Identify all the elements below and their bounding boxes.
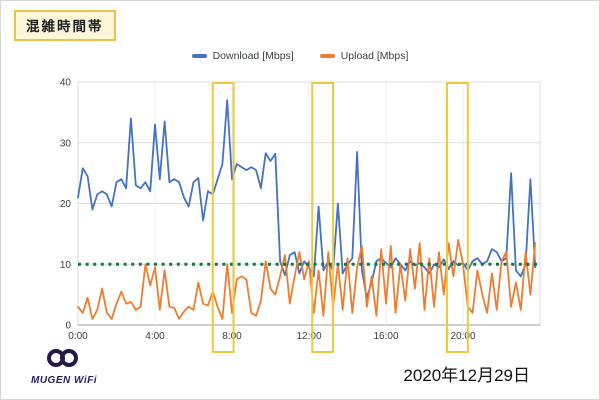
y-tick-label: 20 — [60, 199, 72, 210]
highlight-box — [311, 82, 335, 353]
download-series-swatch-icon — [191, 54, 207, 58]
highlight-box — [211, 82, 235, 353]
page-title: 混雑時間帯 — [14, 10, 116, 41]
upload-series-swatch-icon — [319, 54, 335, 58]
x-tick-label: 20:00 — [450, 331, 475, 342]
legend-label-upload: Upload [Mbps] — [340, 50, 409, 62]
y-tick-label: 30 — [60, 138, 72, 149]
y-tick-label: 40 — [60, 78, 72, 89]
x-tick-label: 0:00 — [68, 331, 88, 342]
x-tick-label: 8:00 — [222, 331, 242, 342]
x-tick-label: 16:00 — [373, 331, 398, 342]
x-tick-label: 12:00 — [296, 331, 321, 342]
brand-name: MUGEN WiFi — [30, 375, 97, 386]
brand-logo: MUGEN WiFi — [24, 347, 104, 386]
highlight-box — [445, 82, 469, 353]
chart-legend: Download [Mbps] Upload [Mbps] — [0, 50, 600, 62]
legend-item-download: Download [Mbps] — [191, 50, 294, 62]
infinity-icon — [47, 349, 78, 367]
legend-label-download: Download [Mbps] — [212, 50, 294, 62]
legend-item-upload: Upload [Mbps] — [319, 50, 409, 62]
y-tick-label: 10 — [60, 260, 72, 271]
x-tick-label: 4:00 — [145, 331, 165, 342]
y-tick-label: 0 — [65, 321, 71, 332]
series-line-upload — [77, 238, 537, 320]
date-label: 2020年12月29日 — [403, 366, 530, 385]
